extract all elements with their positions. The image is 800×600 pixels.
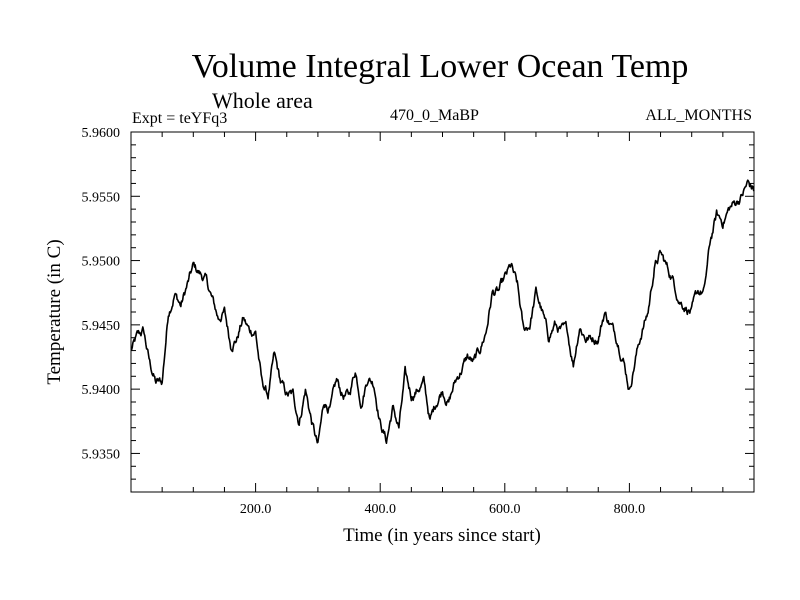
x-tick-label: 800.0 bbox=[614, 502, 646, 517]
chart-title: Volume Integral Lower Ocean Temp bbox=[191, 48, 689, 85]
x-axis-label: Time (in years since start) bbox=[343, 525, 541, 546]
chart-subtitle: Whole area bbox=[212, 88, 313, 113]
y-tick-label: 5.9450 bbox=[82, 319, 121, 334]
y-axis-label: Temperature (in C) bbox=[44, 239, 65, 384]
y-tick-label: 5.9600 bbox=[82, 126, 121, 141]
months-label: ALL_MONTHS bbox=[645, 107, 752, 124]
period-label: 470_0_MaBP bbox=[390, 107, 479, 124]
y-tick-label: 5.9400 bbox=[82, 383, 121, 398]
x-tick-label: 400.0 bbox=[364, 502, 396, 517]
tick-labels: 200.0 400.0 600.0 800.0 5.9350 5.9400 5.9450 5.… bbox=[82, 126, 646, 517]
x-tick-label: 600.0 bbox=[489, 502, 521, 517]
temperature-series-line bbox=[130, 179, 755, 445]
y-tick-label: 5.9550 bbox=[82, 190, 121, 205]
x-tick-label: 200.0 bbox=[240, 502, 272, 517]
y-tick-label: 5.9350 bbox=[82, 447, 121, 462]
y-tick-label: 5.9500 bbox=[82, 255, 121, 270]
tick-marks bbox=[131, 131, 754, 492]
experiment-label: Expt = teYFq3 bbox=[132, 110, 228, 127]
